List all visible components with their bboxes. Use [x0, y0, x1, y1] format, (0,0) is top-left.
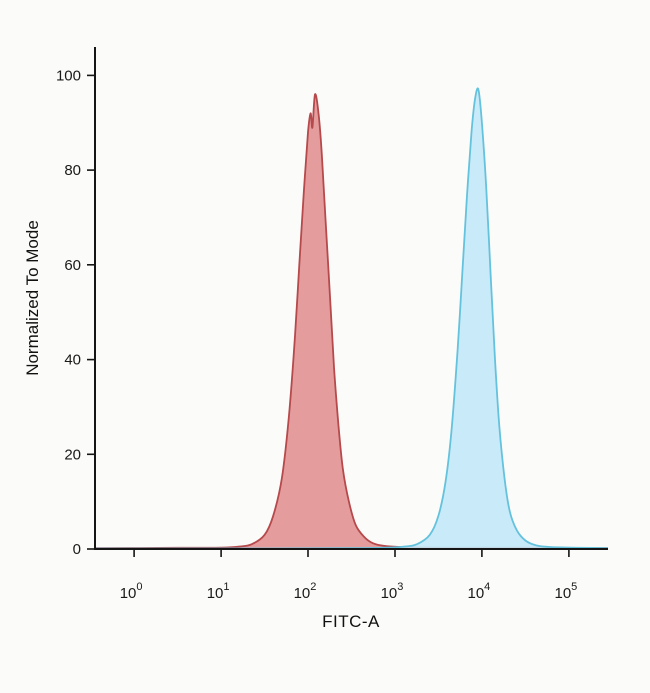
x-tick-label: 103 [381, 581, 404, 602]
x-tick-label: 101 [207, 581, 230, 602]
y-tick-label: 60 [64, 257, 81, 274]
x-tick-label: 102 [294, 581, 317, 602]
blue-population-area [95, 88, 608, 549]
x-tick-label: 100 [120, 581, 143, 602]
y-tick-label: 40 [64, 352, 81, 369]
blue-population-curve [94, 87, 609, 550]
x-axis-title: FITC-A [322, 612, 380, 631]
y-axis-title: Normalized To Mode [23, 220, 42, 376]
y-tick-label: 20 [64, 446, 81, 463]
red-population-curve [94, 93, 609, 549]
x-tick-label: 105 [554, 581, 577, 602]
y-tick-label: 100 [56, 67, 81, 84]
y-tick-label: 0 [73, 541, 81, 558]
x-tick-label: 104 [467, 581, 490, 602]
y-tick-label: 80 [64, 162, 81, 179]
red-population-area [95, 94, 608, 549]
